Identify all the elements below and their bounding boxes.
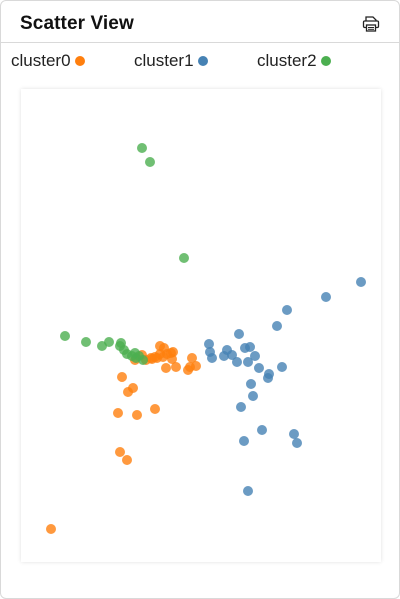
page-title: Scatter View xyxy=(20,13,134,34)
scatter-point-cluster0-23[interactable] xyxy=(161,363,171,373)
scatter-point-cluster0-1[interactable] xyxy=(122,455,132,465)
legend-item-cluster2[interactable]: cluster2 xyxy=(257,51,331,71)
chart-legend: cluster0 cluster1 cluster2 xyxy=(1,51,399,75)
printer-icon[interactable] xyxy=(361,14,381,34)
legend-swatch-icon xyxy=(74,56,85,66)
scatter-point-cluster1-19[interactable] xyxy=(264,369,274,379)
scatter-point-cluster0-24[interactable] xyxy=(171,362,181,372)
scatter-point-cluster2-4[interactable] xyxy=(81,337,91,347)
scatter-point-cluster1-11[interactable] xyxy=(232,357,242,367)
legend-item-cluster1[interactable]: cluster1 xyxy=(134,51,208,71)
scatter-point-cluster2-1[interactable] xyxy=(145,157,155,167)
scatter-point-cluster1-24[interactable] xyxy=(289,429,299,439)
scatter-point-cluster2-3[interactable] xyxy=(60,331,70,341)
scatter-point-cluster1-18[interactable] xyxy=(277,362,287,372)
scatter-point-cluster0-0[interactable] xyxy=(46,524,56,534)
scatter-point-cluster2-2[interactable] xyxy=(179,253,189,263)
legend-label: cluster0 xyxy=(11,51,71,70)
scatter-point-cluster0-8[interactable] xyxy=(117,372,127,382)
scatter-point-cluster1-4[interactable] xyxy=(234,329,244,339)
legend-label: cluster1 xyxy=(134,51,194,70)
legend-item-cluster0[interactable]: cluster0 xyxy=(11,51,85,71)
scatter-plot-area xyxy=(21,89,381,562)
scatter-point-cluster1-2[interactable] xyxy=(282,305,292,315)
scatter-point-cluster2-6[interactable] xyxy=(104,337,114,347)
scatter-point-cluster2-15[interactable] xyxy=(138,355,148,365)
scatter-point-cluster0-6[interactable] xyxy=(150,404,160,414)
scatter-point-cluster0-28[interactable] xyxy=(191,361,201,371)
scatter-point-cluster1-9[interactable] xyxy=(219,351,229,361)
scatter-point-cluster1-10[interactable] xyxy=(227,350,237,360)
panel-header: Scatter View xyxy=(1,1,399,43)
legend-label: cluster2 xyxy=(257,51,317,70)
scatter-point-cluster1-14[interactable] xyxy=(250,351,260,361)
scatter-point-cluster1-25[interactable] xyxy=(292,438,302,448)
scatter-point-cluster0-3[interactable] xyxy=(113,408,123,418)
scatter-point-cluster1-27[interactable] xyxy=(246,379,256,389)
scatter-point-cluster1-20[interactable] xyxy=(248,391,258,401)
scatter-point-cluster1-6[interactable] xyxy=(204,339,214,349)
scatter-point-cluster0-21[interactable] xyxy=(155,341,165,351)
scatter-point-cluster2-0[interactable] xyxy=(137,143,147,153)
scatter-point-cluster2-13[interactable] xyxy=(116,338,126,348)
scatter-point-cluster1-26[interactable] xyxy=(243,486,253,496)
scatter-point-cluster1-0[interactable] xyxy=(356,277,366,287)
legend-swatch-icon xyxy=(197,56,208,66)
scatter-point-cluster0-7[interactable] xyxy=(132,410,142,420)
scatter-point-cluster1-23[interactable] xyxy=(239,436,249,446)
scatter-point-cluster0-29[interactable] xyxy=(166,348,176,358)
scatter-point-cluster0-22[interactable] xyxy=(147,354,157,364)
scatter-chart xyxy=(46,143,366,534)
scatter-point-cluster1-22[interactable] xyxy=(257,425,267,435)
scatter-point-cluster0-2[interactable] xyxy=(115,447,125,457)
scatter-point-cluster0-5[interactable] xyxy=(128,383,138,393)
scatter-point-cluster1-1[interactable] xyxy=(321,292,331,302)
scatter-point-cluster1-21[interactable] xyxy=(236,402,246,412)
scatter-point-cluster1-15[interactable] xyxy=(243,357,253,367)
scatter-point-cluster1-8[interactable] xyxy=(207,353,217,363)
scatter-point-cluster1-16[interactable] xyxy=(254,363,264,373)
scatter-point-cluster1-13[interactable] xyxy=(245,342,255,352)
scatter-point-cluster2-14[interactable] xyxy=(130,348,140,358)
legend-swatch-icon xyxy=(320,56,331,66)
scatter-point-cluster1-3[interactable] xyxy=(272,321,282,331)
scatter-point-cluster0-27[interactable] xyxy=(187,353,197,363)
